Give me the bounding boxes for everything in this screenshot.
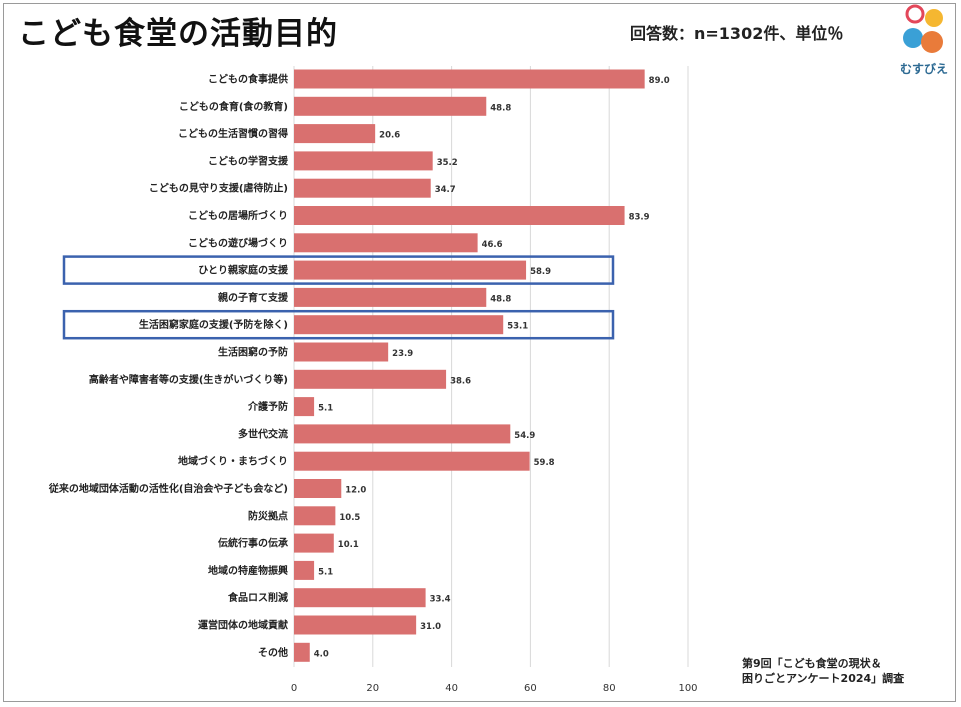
highlight-box xyxy=(62,255,615,285)
category-label: ひとり親家庭の支援 xyxy=(198,264,289,277)
value-label: 4.0 xyxy=(314,649,329,659)
category-label: 多世代交流 xyxy=(238,427,288,440)
x-axis-ticks: 0 20 40 60 80 100 xyxy=(291,683,698,694)
category-label: 伝統行事の伝承 xyxy=(218,537,288,550)
bar xyxy=(294,397,315,417)
value-label: 48.8 xyxy=(490,294,511,304)
value-labels: 89.0 48.8 20.6 35.2 34.7 83.9 46.6 58.9 48.8 53.1… xyxy=(314,76,670,659)
musubie-logo: むすびえ xyxy=(893,2,955,76)
category-label: こどもの居場所づくり xyxy=(188,209,288,222)
value-label: 35.2 xyxy=(437,158,458,168)
bar xyxy=(294,315,504,335)
value-label: 5.1 xyxy=(318,567,333,577)
bar xyxy=(294,342,389,362)
category-label: 地域の特産物振興 xyxy=(208,564,288,577)
sample-size-note: 回答数：n=1302件、単位％ xyxy=(630,24,844,43)
highlight-boxes xyxy=(62,255,615,340)
category-label: こどもの生活習慣の習得 xyxy=(178,127,288,140)
value-label: 23.9 xyxy=(392,349,413,359)
logo-mark-icon xyxy=(903,4,943,53)
value-label: 38.6 xyxy=(450,376,471,386)
value-label: 10.5 xyxy=(339,513,360,523)
category-label: 高齢者や障害者等の支援(生きがいづくり等) xyxy=(89,373,288,386)
bar xyxy=(294,151,433,171)
bar xyxy=(294,424,511,444)
category-label: 従来の地域団体活動の活性化(自治会や子ども会など) xyxy=(48,482,288,495)
value-label: 53.1 xyxy=(507,322,528,332)
slide-frame xyxy=(3,3,956,702)
bar xyxy=(294,560,315,580)
category-label: 食品ロス削減 xyxy=(227,591,288,604)
bar xyxy=(294,96,487,116)
value-label: 20.6 xyxy=(379,131,400,141)
bar xyxy=(294,206,625,225)
bar xyxy=(294,69,645,89)
logo-circle-blue xyxy=(903,28,923,48)
value-label: 48.8 xyxy=(490,103,511,113)
category-label: 地域づくり・まちづくり xyxy=(178,455,288,468)
bar xyxy=(294,451,530,471)
bar xyxy=(294,642,310,662)
bar xyxy=(294,533,334,553)
logo-circle-orange xyxy=(921,31,943,53)
x-tick-label: 20 xyxy=(366,683,379,694)
x-tick-label: 100 xyxy=(678,683,697,694)
source-note: 第9回「こども食堂の現状＆ 困りごとアンケート2024」調査 xyxy=(742,656,904,686)
bar xyxy=(294,506,336,526)
value-label: 31.0 xyxy=(420,622,441,632)
bar xyxy=(294,615,417,635)
value-label: 33.4 xyxy=(430,595,451,605)
value-label: 46.6 xyxy=(482,240,503,250)
category-label: その他 xyxy=(258,646,288,659)
page-title: こども食堂の活動目的 xyxy=(18,16,338,52)
category-label: 親の子育て支援 xyxy=(218,291,289,304)
value-label: 10.1 xyxy=(338,540,359,550)
value-label: 59.8 xyxy=(534,458,555,468)
source-line-1: 第9回「こども食堂の現状＆ xyxy=(742,657,882,670)
category-label: 生活困窮家庭の支援(予防を除く) xyxy=(139,318,288,331)
logo-circle-yellow xyxy=(925,9,943,27)
highlight-box xyxy=(62,309,615,340)
category-label: こどもの遊び場づくり xyxy=(188,236,288,249)
category-label: 生活困窮の予防 xyxy=(218,346,288,359)
bar xyxy=(294,479,342,498)
bar xyxy=(294,124,376,144)
value-label: 34.7 xyxy=(435,185,456,195)
bar xyxy=(294,588,426,608)
bar xyxy=(294,260,527,280)
value-label: 54.9 xyxy=(514,431,535,441)
source-line-2: 困りごとアンケート2024」調査 xyxy=(742,672,905,685)
category-label: こどもの食育(食の教育) xyxy=(179,100,288,113)
bar xyxy=(294,369,447,389)
value-label: 58.9 xyxy=(530,267,551,277)
category-label: こどもの食事提供 xyxy=(208,73,288,86)
bar xyxy=(294,287,487,307)
category-label: こどもの学習支援 xyxy=(208,154,289,167)
bars xyxy=(294,69,645,662)
logo-text: むすびえ xyxy=(899,62,948,76)
category-label: 運営団体の地域貢献 xyxy=(198,619,288,632)
value-label: 89.0 xyxy=(649,76,670,86)
bar xyxy=(294,178,431,198)
category-label: 防災拠点 xyxy=(248,509,288,522)
value-label: 5.1 xyxy=(318,404,333,414)
category-label: 介護予防 xyxy=(247,400,288,413)
x-tick-label: 0 xyxy=(291,683,297,694)
logo-circle-red xyxy=(905,4,925,24)
category-label: こどもの見守り支援(虐待防止) xyxy=(149,182,288,195)
value-label: 83.9 xyxy=(629,213,650,223)
bar xyxy=(294,233,478,253)
x-tick-label: 80 xyxy=(603,683,616,694)
value-label: 12.0 xyxy=(345,486,366,496)
x-tick-label: 60 xyxy=(524,683,537,694)
x-tick-label: 40 xyxy=(445,683,458,694)
